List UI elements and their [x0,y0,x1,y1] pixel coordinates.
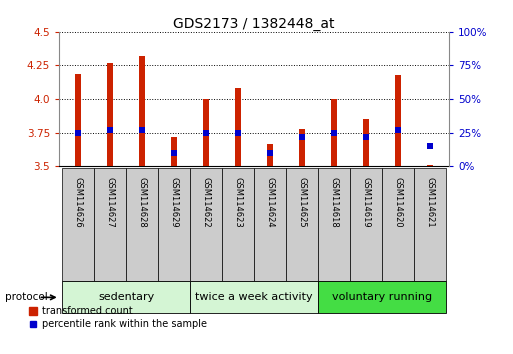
Bar [363,119,369,166]
Bar [267,143,273,166]
Text: GSM114619: GSM114619 [361,177,370,228]
Text: twice a week activity: twice a week activity [195,292,313,302]
Text: GSM114620: GSM114620 [393,177,402,228]
Text: GSM114626: GSM114626 [74,177,83,228]
Bar [139,56,145,166]
Bar [203,99,209,166]
Text: GSM114621: GSM114621 [425,177,434,228]
Bar [331,99,337,166]
Text: sedentary: sedentary [98,292,154,302]
Bar [235,88,241,166]
Text: GSM114622: GSM114622 [202,177,210,228]
Bar [107,63,113,166]
Text: GSM114625: GSM114625 [298,177,306,228]
Bar [171,137,177,166]
Legend: transformed count, percentile rank within the sample: transformed count, percentile rank withi… [25,303,211,333]
Text: GSM114623: GSM114623 [233,177,243,228]
Text: GSM114628: GSM114628 [137,177,147,228]
Text: protocol: protocol [5,292,48,302]
Bar [427,165,432,166]
Bar [75,74,81,166]
Bar [299,129,305,166]
Text: GSM114629: GSM114629 [169,177,179,228]
Title: GDS2173 / 1382448_at: GDS2173 / 1382448_at [173,17,334,31]
Text: GSM114624: GSM114624 [265,177,274,228]
Text: GSM114627: GSM114627 [106,177,114,228]
Text: voluntary running: voluntary running [332,292,432,302]
Text: GSM114618: GSM114618 [329,177,339,228]
Bar [395,75,401,166]
